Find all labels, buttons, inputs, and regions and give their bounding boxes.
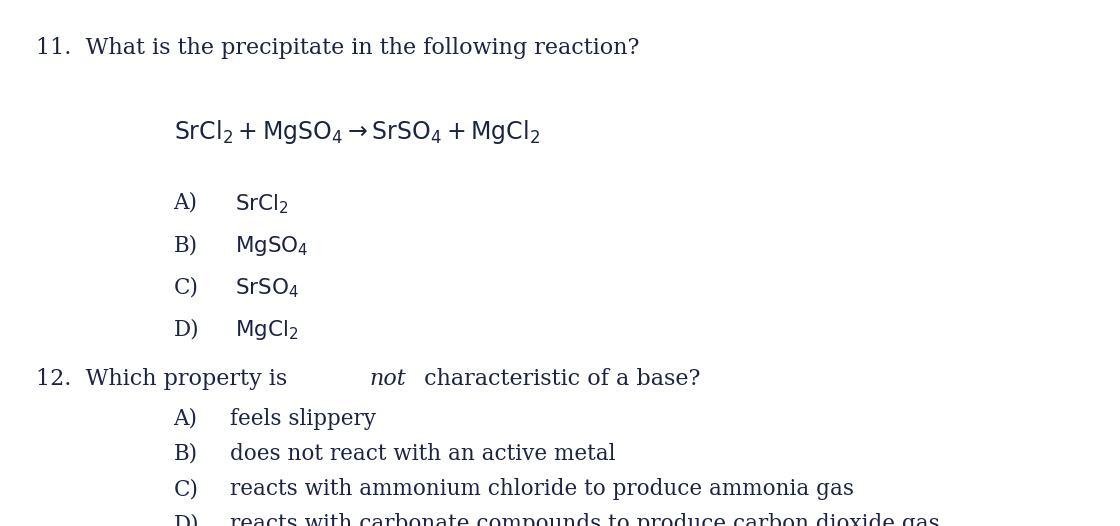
Text: C): C) xyxy=(174,478,198,500)
Text: A): A) xyxy=(174,192,197,214)
Text: D): D) xyxy=(174,318,199,340)
Text: characteristic of a base?: characteristic of a base? xyxy=(417,368,700,390)
Text: does not react with an active metal: does not react with an active metal xyxy=(230,443,615,465)
Text: 11.  What is the precipitate in the following reaction?: 11. What is the precipitate in the follo… xyxy=(36,37,640,59)
Text: $\mathrm{SrSO_4}$: $\mathrm{SrSO_4}$ xyxy=(235,276,299,300)
Text: C): C) xyxy=(174,276,198,298)
Text: B): B) xyxy=(174,443,198,465)
Text: feels slippery: feels slippery xyxy=(230,408,375,430)
Text: not: not xyxy=(370,368,405,390)
Text: D): D) xyxy=(174,513,199,526)
Text: $\mathrm{MgSO_4}$: $\mathrm{MgSO_4}$ xyxy=(235,234,309,258)
Text: B): B) xyxy=(174,234,198,256)
Text: reacts with ammonium chloride to produce ammonia gas: reacts with ammonium chloride to produce… xyxy=(230,478,853,500)
Text: A): A) xyxy=(174,408,197,430)
Text: reacts with carbonate compounds to produce carbon dioxide gas: reacts with carbonate compounds to produ… xyxy=(230,513,940,526)
Text: $\mathrm{SrCl_2 + MgSO_4 \rightarrow SrSO_4 + MgCl_2}$: $\mathrm{SrCl_2 + MgSO_4 \rightarrow SrS… xyxy=(174,118,540,146)
Text: $\mathrm{SrCl_2}$: $\mathrm{SrCl_2}$ xyxy=(235,192,289,216)
Text: 12.  Which property is: 12. Which property is xyxy=(36,368,295,390)
Text: $\mathrm{MgCl_2}$: $\mathrm{MgCl_2}$ xyxy=(235,318,299,342)
